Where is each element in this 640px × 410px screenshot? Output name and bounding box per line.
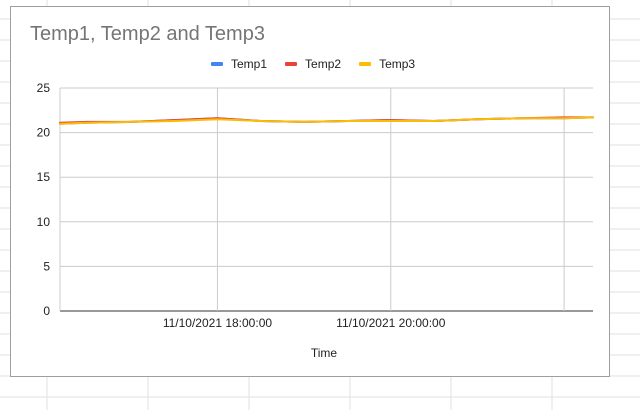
y-tick-label: 0 bbox=[43, 304, 50, 318]
y-tick-label: 5 bbox=[43, 259, 50, 273]
legend-item-temp2[interactable]: Temp2 bbox=[285, 57, 341, 71]
chart-card[interactable]: Temp1, Temp2 and Temp3 Temp1 Temp2 Temp3… bbox=[10, 6, 610, 377]
y-tick-label: 25 bbox=[37, 81, 51, 95]
legend-swatch-temp3 bbox=[359, 62, 372, 66]
legend-swatch-temp2 bbox=[285, 62, 298, 66]
legend-label-temp3: Temp3 bbox=[379, 57, 416, 71]
plot-area: 0 5 10 15 20 25 11/10/2021 18:00:00 11/10/2021 … bbox=[37, 81, 594, 360]
x-tick-label: 11/10/2021 20:00:00 bbox=[336, 316, 446, 330]
y-tick-label: 15 bbox=[37, 170, 51, 184]
series-line-temp3[interactable] bbox=[59, 116, 594, 125]
chart-title: Temp1, Temp2 and Temp3 bbox=[30, 23, 265, 45]
legend-swatch-temp1 bbox=[211, 62, 223, 66]
chart-legend: Temp1 Temp2 Temp3 bbox=[211, 57, 415, 71]
y-tick-label: 20 bbox=[37, 126, 51, 140]
legend-label-temp1: Temp1 bbox=[231, 57, 268, 71]
legend-item-temp1[interactable]: Temp1 bbox=[211, 57, 267, 71]
legend-label-temp2: Temp2 bbox=[305, 57, 342, 71]
legend-item-temp3[interactable]: Temp3 bbox=[359, 57, 415, 71]
y-tick-label: 10 bbox=[37, 215, 51, 229]
x-axis-title: Time bbox=[311, 346, 338, 360]
x-tick-label: 11/10/2021 18:00:00 bbox=[163, 316, 273, 330]
